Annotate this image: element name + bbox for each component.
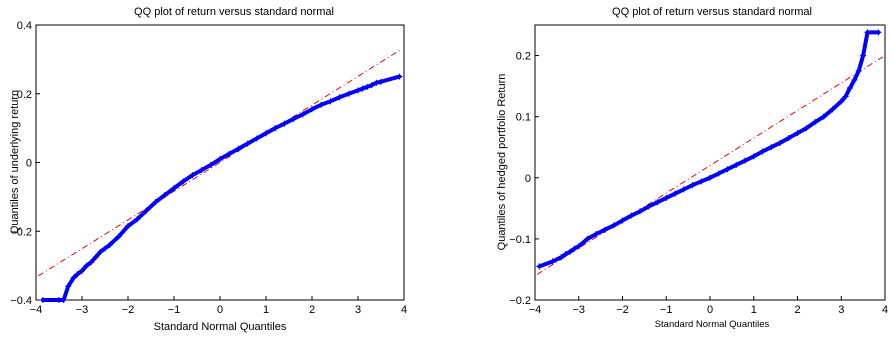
chart-right-y-tick-label: 0.2 bbox=[516, 51, 531, 63]
chart-left-ticks: −4 −3 −2 −1 0 1 2 3 4 −0.4 −0.2 0 0.2 0.4 bbox=[10, 20, 407, 316]
chart-left-x-tick-label: 2 bbox=[309, 304, 315, 316]
chart-right-x-tick-label: 3 bbox=[838, 304, 844, 316]
chart-left-x-tick-label: 1 bbox=[263, 304, 269, 316]
chart-right-x-tick-label: −2 bbox=[616, 304, 629, 316]
chart-right-x-tick-label: −4 bbox=[529, 304, 542, 316]
chart-right-x-tick-label: −3 bbox=[572, 304, 585, 316]
chart-right-x-tick-label: 4 bbox=[882, 304, 888, 316]
chart-right-x-tick-label: −1 bbox=[660, 304, 673, 316]
chart-left-x-tick-label: 0 bbox=[217, 304, 223, 316]
chart-right-reference-line bbox=[536, 56, 884, 275]
chart-left-reference-line-segment bbox=[38, 48, 402, 277]
chart-right-data-band bbox=[537, 30, 881, 269]
chart-right-x-axis-label: Standard Normal Quantiles bbox=[655, 319, 770, 330]
chart-right-points bbox=[536, 29, 882, 270]
chart-right-y-tick-label: 0.1 bbox=[516, 112, 531, 124]
chart-right-x-tick-label: 0 bbox=[707, 304, 713, 316]
chart-right-ticks: −4 −3 −2 −1 0 1 2 3 4 −0.2 −0.1 0 0.1 0.2 bbox=[509, 51, 888, 316]
chart-left-x-tick-label: 4 bbox=[401, 304, 407, 316]
chart-right-y-axis-label: Quantiles of hedged portfolio Return bbox=[496, 74, 508, 251]
chart-left-y-tick-label: 0 bbox=[26, 158, 32, 170]
chart-right-x-tick-label: 1 bbox=[751, 304, 757, 316]
chart-left-reference-line bbox=[38, 48, 402, 277]
chart-left-title: QQ plot of return versus standard normal bbox=[134, 6, 334, 18]
chart-left-y-tick-label: 0.2 bbox=[17, 89, 32, 101]
chart-left-y-tick-label: 0.4 bbox=[17, 20, 32, 32]
chart-left-y-tick-label: −0.2 bbox=[10, 226, 32, 238]
chart-left-points bbox=[39, 73, 403, 303]
chart-left-x-tick-label: −3 bbox=[76, 304, 89, 316]
chart-left-x-tick-label: −4 bbox=[30, 304, 43, 316]
chart-right: QQ plot of return versus standard normal… bbox=[496, 6, 888, 330]
chart-right-y-tick-label: 0 bbox=[525, 173, 531, 185]
chart-right-y-tick-label: −0.1 bbox=[509, 234, 531, 246]
chart-right-y-tick-label: −0.2 bbox=[509, 295, 531, 307]
chart-left: QQ plot of return versus standard normal… bbox=[9, 6, 407, 333]
chart-right-title: QQ plot of return versus standard normal bbox=[612, 6, 812, 18]
chart-left-x-tick-label: −1 bbox=[168, 304, 181, 316]
chart-right-x-tick-label: 2 bbox=[794, 304, 800, 316]
chart-left-y-tick-label: −0.4 bbox=[10, 295, 32, 307]
chart-left-x-axis-label: Standard Normal Quantiles bbox=[154, 321, 287, 333]
chart-right-reference-line-segment bbox=[536, 56, 884, 275]
chart-left-x-tick-label: −2 bbox=[122, 304, 135, 316]
chart-left-data-band bbox=[40, 74, 402, 302]
chart-left-x-tick-label: 3 bbox=[355, 304, 361, 316]
chart-right-axes-box bbox=[534, 24, 886, 301]
chart-left-y-axis-label: Quantiles of underlying return bbox=[9, 90, 21, 234]
